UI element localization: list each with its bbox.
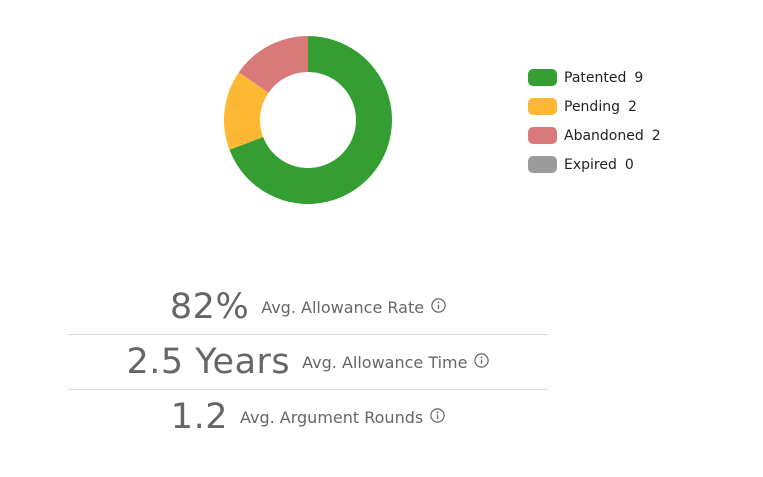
- legend-count: 2: [651, 127, 661, 144]
- legend-swatch: [528, 98, 557, 115]
- stats-panel: 82% Avg. Allowance Rate 2.5 Years Avg. A…: [68, 280, 548, 444]
- stat-label: Avg. Allowance Rate: [261, 297, 425, 317]
- stat-argument-rounds: 1.2 Avg. Argument Rounds: [68, 390, 548, 444]
- legend-count: 0: [624, 156, 634, 173]
- legend-label: Abandoned: [564, 127, 644, 144]
- stat-allowance-rate: 82% Avg. Allowance Rate: [68, 280, 548, 335]
- stat-label: Avg. Argument Rounds: [239, 407, 424, 427]
- info-icon[interactable]: [431, 297, 446, 313]
- donut-slice-patented[interactable]: [229, 36, 393, 204]
- legend-label: Pending: [564, 98, 620, 115]
- stat-label: Avg. Allowance Time: [302, 352, 468, 372]
- stat-allowance-time: 2.5 Years Avg. Allowance Time: [68, 335, 548, 390]
- legend-swatch: [528, 156, 557, 173]
- legend-count: 9: [634, 69, 644, 86]
- legend-count: 2: [627, 98, 637, 115]
- info-icon[interactable]: [430, 407, 445, 423]
- info-icon[interactable]: [474, 352, 490, 368]
- legend-swatch: [528, 127, 557, 144]
- legend-item-expired[interactable]: Expired 0: [528, 150, 661, 179]
- legend-item-patented[interactable]: Patented 9: [528, 63, 661, 92]
- stat-value: 82%: [169, 287, 250, 327]
- legend-label: Patented: [564, 69, 627, 86]
- donut-slice-pending[interactable]: [224, 72, 269, 150]
- stat-value: 1.2: [170, 397, 228, 437]
- legend-swatch: [528, 69, 557, 86]
- donut-slice-abandoned[interactable]: [238, 36, 308, 93]
- legend-item-pending[interactable]: Pending 2: [528, 92, 661, 121]
- legend-item-abandoned[interactable]: Abandoned 2: [528, 121, 661, 150]
- legend-label: Expired: [564, 156, 617, 173]
- stat-value: 2.5 Years: [126, 342, 291, 382]
- chart-legend: Patented 9 Pending 2 Abandoned 2 Expired…: [528, 63, 661, 179]
- donut-chart: [224, 36, 393, 204]
